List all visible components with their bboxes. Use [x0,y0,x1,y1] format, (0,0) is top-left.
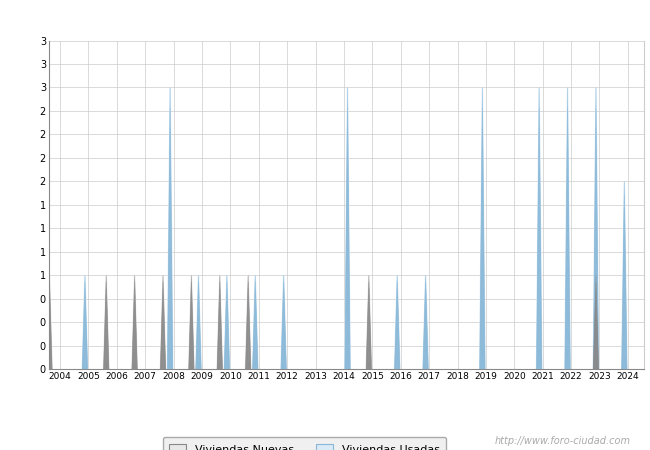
Polygon shape [47,275,52,369]
Polygon shape [395,275,400,369]
Polygon shape [593,275,599,369]
Polygon shape [217,275,222,369]
Polygon shape [565,87,570,369]
Polygon shape [593,87,599,369]
Polygon shape [83,275,88,369]
Polygon shape [196,275,202,369]
Polygon shape [366,275,372,369]
Polygon shape [345,87,350,369]
Polygon shape [188,275,194,369]
Legend: Viviendas Nuevas, Viviendas Usadas: Viviendas Nuevas, Viviendas Usadas [162,437,447,450]
Polygon shape [423,275,428,369]
Polygon shape [621,181,627,369]
Polygon shape [224,275,229,369]
Polygon shape [480,87,485,369]
Polygon shape [168,87,173,369]
Polygon shape [253,275,258,369]
Text: http://www.foro-ciudad.com: http://www.foro-ciudad.com [495,436,630,446]
Polygon shape [161,275,166,369]
Polygon shape [246,275,251,369]
Polygon shape [103,275,109,369]
Polygon shape [132,275,137,369]
Text: Encinedo  -  Evolucion del Nº de Transacciones Inmobiliarias: Encinedo - Evolucion del Nº de Transacci… [116,13,534,27]
Polygon shape [281,275,287,369]
Polygon shape [536,87,542,369]
